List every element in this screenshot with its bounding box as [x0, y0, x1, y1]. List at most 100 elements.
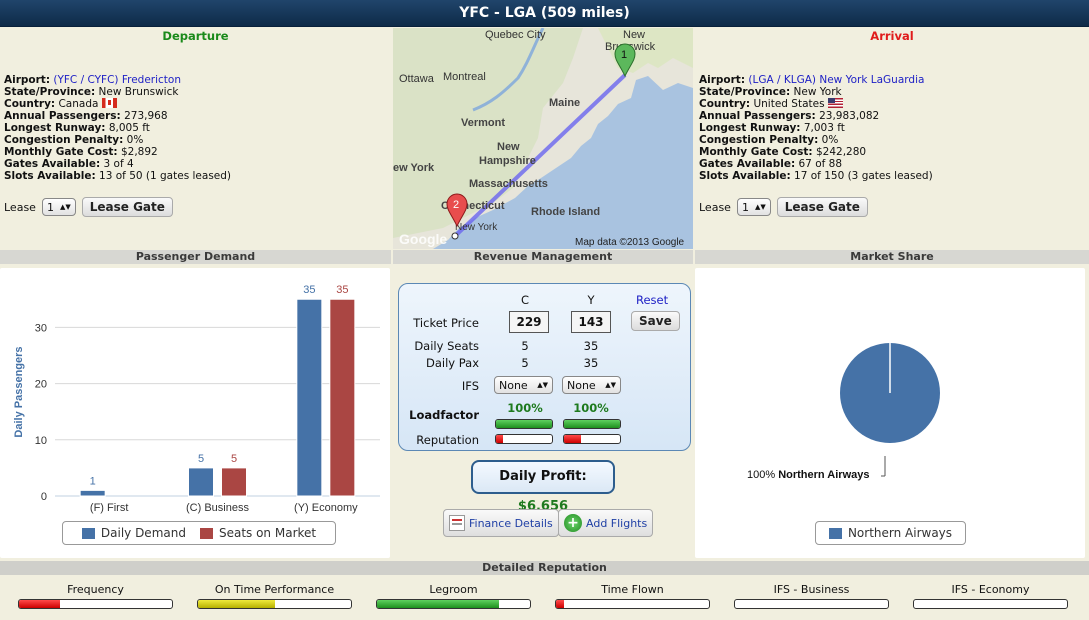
route-line — [451, 73, 627, 240]
col-y-header: Y — [587, 293, 595, 307]
us-flag-icon — [827, 98, 843, 108]
reputation-item-label: IFS - Economy — [951, 583, 1030, 596]
departure-heading: Departure — [162, 29, 229, 43]
map-label: New — [623, 29, 645, 41]
bar-demand — [296, 298, 323, 497]
map-label: Rhode Island — [531, 206, 600, 218]
price-y-input[interactable]: 143 — [571, 311, 611, 333]
loadfactor-y-bar — [563, 419, 621, 429]
seats-y-value: 35 — [583, 339, 599, 353]
updown-arrows-icon: ▲▼ — [754, 203, 766, 211]
daily-seats-label: Daily Seats — [414, 339, 479, 353]
pie-chart-svg: 100% Northern Airways — [747, 343, 940, 481]
reputation-item-bar — [18, 599, 173, 609]
reputation-item-bar — [734, 599, 889, 609]
arrival-airport-link[interactable]: (LGA / KLGA) New York LaGuardia — [748, 74, 925, 86]
map-attribution: Map data ©2013 Google — [575, 237, 685, 248]
daily-profit: Daily Profit: $6,656 — [471, 460, 615, 514]
save-button[interactable]: Save — [631, 311, 680, 331]
finance-chart-icon — [449, 515, 465, 531]
map-marker-2-icon[interactable]: 2 — [446, 193, 468, 228]
ticket-price-label: Ticket Price — [413, 316, 479, 330]
reputation-c-bar — [495, 434, 553, 444]
forest-shape — [393, 28, 583, 238]
map-label: ew York — [393, 162, 435, 174]
seats-c-value: 5 — [521, 339, 529, 353]
updown-arrows-icon: ▲▼ — [537, 381, 548, 389]
reputation-item: Frequency — [18, 583, 173, 611]
reputation-item: On Time Performance — [197, 583, 352, 611]
demand-chart-svg: Daily Passengers 0 10 20 30 1 (F) First 5 5 (C) … — [13, 284, 380, 514]
reputation-item-bar — [197, 599, 352, 609]
lf-y-value: 100% — [573, 401, 609, 415]
reputation-item: Legroom — [376, 583, 531, 611]
legend-swatch — [199, 527, 213, 539]
arrival-lease-select[interactable]: 1 ▲▼ — [736, 198, 771, 216]
arrival-info: Airport: (LGA / KLGA) New York LaGuardia… — [699, 74, 933, 182]
departure-info: Airport: (YFC / CYFC) Fredericton State/… — [4, 74, 232, 182]
reputation-item: Time Flown — [555, 583, 710, 611]
canada-flag-icon — [101, 98, 117, 108]
map-marker-1-icon[interactable]: 1 — [614, 43, 636, 78]
departure-panel: Departure Airport: (YFC / CYFC) Frederic… — [0, 29, 391, 249]
reputation-item-bar — [555, 599, 710, 609]
reputation-item: IFS - Business — [734, 583, 889, 611]
reputation-bar-fill — [198, 600, 275, 608]
add-flights-button[interactable]: + Add Flights — [558, 509, 654, 537]
demand-legend: Daily Demand Seats on Market — [62, 521, 336, 545]
ifs-c-select[interactable]: None ▲▼ — [494, 376, 553, 394]
arrival-lease-gate-button[interactable]: Lease Gate — [776, 197, 868, 217]
price-c-input[interactable]: 229 — [509, 311, 549, 333]
map-canvas: Quebec City New Brunswick Ottawa Montrea… — [393, 28, 693, 249]
y-tick-label: 10 — [35, 435, 47, 447]
lf-c-value: 100% — [507, 401, 543, 415]
arrival-lease-row: Lease 1 ▲▼ Lease Gate — [699, 197, 868, 217]
reputation-label: Reputation — [416, 433, 479, 447]
map-label: Hampshire — [479, 155, 536, 167]
passenger-demand-heading: Passenger Demand — [0, 250, 391, 264]
pax-c-value: 5 — [521, 356, 529, 370]
google-logo: Google — [399, 231, 447, 247]
legend-item-daily-demand[interactable]: Daily Demand — [81, 526, 186, 540]
finance-details-button[interactable]: Finance Details — [443, 509, 559, 537]
reputation-item: IFS - Economy — [913, 583, 1068, 611]
legend-item-seats-on-market[interactable]: Seats on Market — [199, 526, 316, 540]
departure-airport-link[interactable]: (YFC / CYFC) Fredericton — [53, 74, 181, 86]
ifs-label: IFS — [461, 379, 479, 393]
bar-data-label: 35 — [336, 284, 348, 296]
market-share-legend: Northern Airways — [815, 521, 966, 545]
updown-arrows-icon: ▲▼ — [59, 203, 71, 211]
legend-item-northern-airways[interactable]: Northern Airways — [847, 526, 953, 540]
bar-demand — [188, 467, 214, 497]
updown-arrows-icon: ▲▼ — [605, 381, 616, 389]
bar-data-label: 1 — [90, 475, 96, 487]
departure-lease-select[interactable]: 1 ▲▼ — [41, 198, 76, 216]
x-tick-label: (F) First — [90, 502, 128, 514]
departure-lease-gate-button[interactable]: Lease Gate — [81, 197, 173, 217]
loadfactor-c-bar — [495, 419, 553, 429]
reputation-bar-fill — [556, 600, 564, 608]
daily-pax-label: Daily Pax — [425, 356, 479, 370]
reset-link[interactable]: Reset — [636, 293, 669, 307]
ifs-y-select[interactable]: None ▲▼ — [562, 376, 621, 394]
x-tick-label: (Y) Economy — [294, 502, 358, 514]
y-tick-label: 20 — [35, 379, 47, 391]
reputation-item-bar — [913, 599, 1068, 609]
st-lawrence-river — [472, 28, 545, 112]
pie-data-label: 100% Northern Airways — [747, 469, 870, 481]
detailed-reputation-heading: Detailed Reputation — [0, 561, 1089, 575]
reputation-item-bar — [376, 599, 531, 609]
y-tick-label: 0 — [41, 491, 47, 503]
reputation-y-bar — [563, 434, 621, 444]
map-label: Ottawa — [399, 73, 435, 85]
legend-swatch — [828, 527, 842, 539]
loadfactor-label: Loadfactor — [409, 408, 479, 422]
map-label: Maine — [549, 97, 580, 109]
bar-seats — [329, 298, 356, 497]
route-map[interactable]: Quebec City New Brunswick Ottawa Montrea… — [393, 28, 693, 249]
reputation-item-label: Frequency — [67, 583, 124, 596]
map-label: Montreal — [443, 71, 486, 83]
bar-data-label: 5 — [198, 453, 204, 465]
pax-y-value: 35 — [583, 356, 599, 370]
market-share-chart: 100% Northern Airways Northern Airways — [695, 268, 1085, 558]
